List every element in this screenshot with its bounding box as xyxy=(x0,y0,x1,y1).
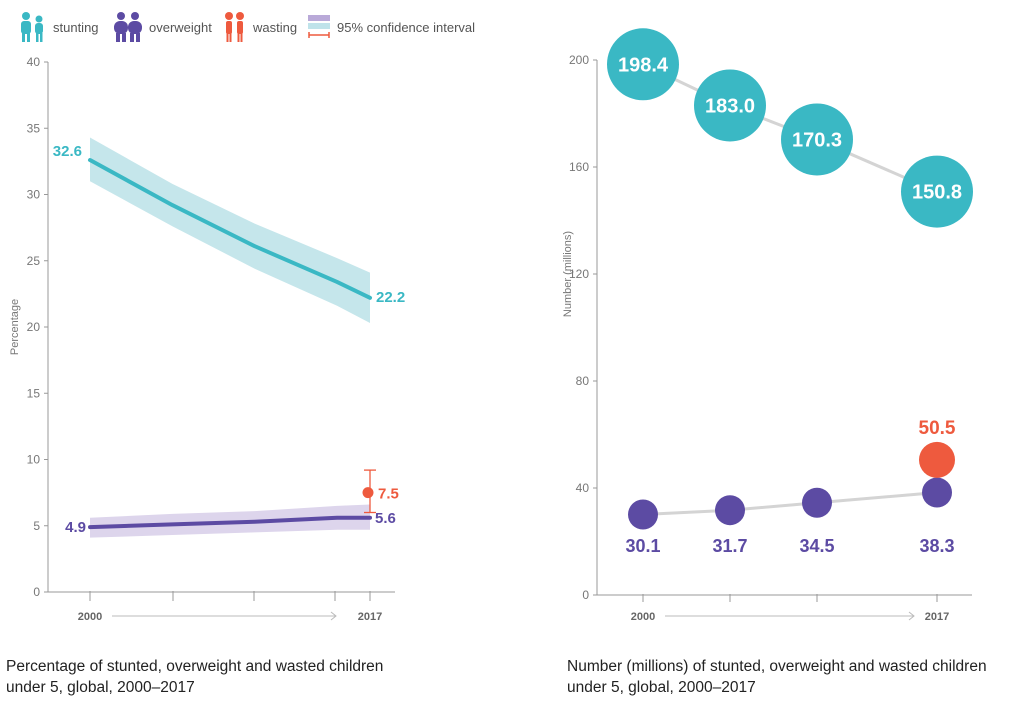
left-y-tick-label: 0 xyxy=(33,585,40,599)
data-label-stunting-2005: 183.0 xyxy=(705,95,755,117)
data-label-overweight-2010: 34.5 xyxy=(799,536,834,556)
left-chart-caption: Percentage of stunted, overweight and wa… xyxy=(6,658,384,696)
overweight-bubble-2000 xyxy=(628,499,658,530)
left-y-tick-label: 20 xyxy=(27,320,41,334)
wasting-bubble-2017 xyxy=(919,441,955,478)
right-y-tick-label: 200 xyxy=(569,53,589,67)
legend-item-overweight: overweight xyxy=(112,10,212,44)
data-label-overweight-2017: 38.3 xyxy=(919,536,954,556)
left-y-tick-label: 40 xyxy=(27,55,41,69)
data-label-overweight-2005: 31.7 xyxy=(712,536,747,556)
overweight-bubble-2005 xyxy=(715,495,745,526)
left-y-tick-label: 25 xyxy=(27,254,41,268)
right-chart: 0 40 80 120 160 200 2000 2017 Number (millions) 1… xyxy=(562,28,973,623)
left-y-tick-label: 5 xyxy=(33,519,40,533)
left-y-tick-label: 35 xyxy=(27,121,41,135)
right-y-tick-label: 120 xyxy=(569,267,589,281)
overweight-line xyxy=(88,515,372,530)
confidence-interval-icon xyxy=(308,15,330,38)
right-y-tick-label: 160 xyxy=(569,160,589,174)
right-x-arrow-head xyxy=(908,611,915,621)
overweight-bubble-2010 xyxy=(802,487,832,518)
data-label-stunting-2010: 170.3 xyxy=(792,129,842,151)
right-x-tick-label: 2000 xyxy=(631,611,655,623)
legend-item-wasting: wasting xyxy=(222,10,297,44)
left-y-tick-label: 15 xyxy=(27,386,41,400)
right-y-tick-label: 80 xyxy=(576,374,590,388)
stunting-line xyxy=(88,158,372,300)
overweight-connector xyxy=(642,491,938,516)
left-x-arrow-head xyxy=(330,611,337,621)
left-x-tick-label: 2017 xyxy=(358,611,382,623)
left-x-tick-label: 2000 xyxy=(78,611,102,623)
legend-label: 95% confidence interval xyxy=(337,19,476,35)
data-label-stunting-2017: 22.2 xyxy=(376,289,405,306)
right-y-tick-label: 0 xyxy=(582,588,589,602)
legend: stunting overweight wasting 95% confiden… xyxy=(18,10,518,44)
stunting-bubble-2000 xyxy=(607,28,679,101)
left-y-axis-label: Percentage xyxy=(9,299,21,355)
data-label-overweight-2000: 4.9 xyxy=(65,519,86,536)
child-pair-icon xyxy=(114,12,142,42)
stunting-ci-band xyxy=(90,137,370,324)
data-label-stunting-2017: 150.8 xyxy=(912,182,962,204)
child-pair-icon xyxy=(21,12,43,42)
data-label-overweight-2017: 5.6 xyxy=(375,510,396,527)
data-label-stunting-2000: 32.6 xyxy=(53,143,82,160)
legend-label: wasting xyxy=(253,19,298,35)
data-label-stunting-2000: 198.4 xyxy=(618,54,669,76)
left-chart: 0 5 10 15 20 25 30 35 40 2000 2017 Percentage 32.6 22… xyxy=(9,55,405,623)
data-label-wasting-2017: 50.5 xyxy=(919,418,956,439)
data-label-wasting-2017: 7.5 xyxy=(378,486,399,503)
legend-label: overweight xyxy=(149,19,212,35)
stunting-bubble-2010 xyxy=(781,103,853,176)
wasting-point xyxy=(362,487,374,499)
stunting-bubble-2005 xyxy=(694,69,766,142)
right-x-tick-label: 2017 xyxy=(925,611,949,623)
left-y-tick-label: 10 xyxy=(27,453,41,467)
child-pair-icon xyxy=(225,12,244,42)
overweight-bubble-2017 xyxy=(922,477,952,508)
stunting-connector xyxy=(642,62,938,193)
legend-label: stunting xyxy=(53,19,99,35)
right-chart-caption: Number (millions) of stunted, overweight… xyxy=(567,658,987,696)
left-y-tick-label: 30 xyxy=(27,188,41,202)
right-y-tick-label: 40 xyxy=(576,481,590,495)
legend-item-confidence-interval: 95% confidence interval xyxy=(306,10,475,44)
stunting-bubble-2017 xyxy=(901,155,973,228)
data-label-overweight-2000: 30.1 xyxy=(625,536,660,556)
legend-item-stunting: stunting xyxy=(18,10,99,44)
right-y-axis-label: Number (millions) xyxy=(562,231,574,317)
